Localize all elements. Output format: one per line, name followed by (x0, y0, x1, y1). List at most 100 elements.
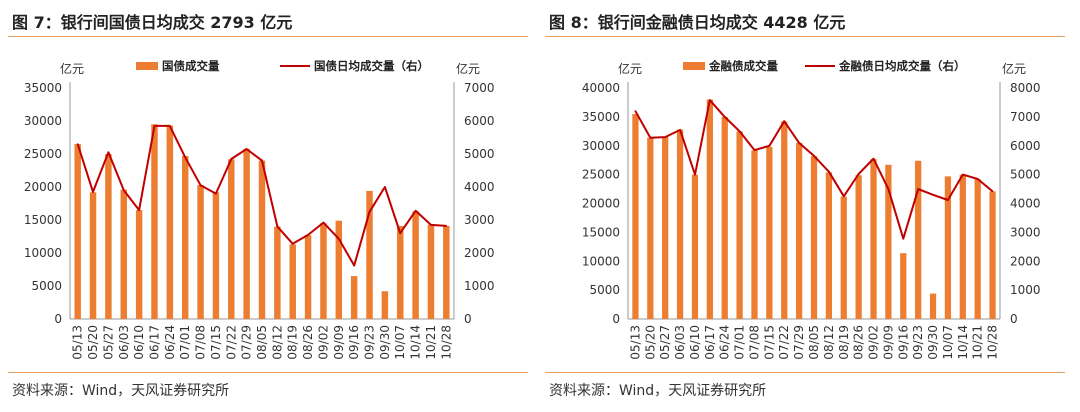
y-tick-right: 4000 (1010, 197, 1041, 211)
line-point (649, 136, 652, 139)
bar (810, 156, 818, 319)
x-tick-label: 06/03 (673, 325, 687, 360)
bar (855, 175, 862, 319)
line-point (199, 184, 202, 187)
bar (274, 226, 281, 319)
y-tick-left: 20000 (582, 197, 620, 211)
x-tick-label: 05/27 (658, 325, 672, 360)
legend: 国债成交量 国债日均成交量（右） (136, 59, 429, 73)
bar (662, 137, 669, 319)
source-note: 资料来源：Wind，天风证券研究所 (12, 383, 230, 399)
y-tick-left: 5000 (589, 283, 620, 297)
bar (366, 190, 373, 319)
x-tick-label: 10/14 (956, 325, 970, 360)
x-tick-label: 08/05 (807, 325, 821, 360)
y-tick-right: 7000 (464, 81, 495, 95)
bar (381, 291, 389, 319)
x-tick-label: 06/17 (703, 325, 717, 360)
y-tick-right: 2000 (464, 246, 495, 260)
line-point (122, 189, 125, 192)
bar (74, 144, 81, 319)
bar (751, 150, 758, 319)
line-point (245, 148, 248, 150)
bar (915, 160, 922, 319)
line-point (169, 125, 171, 127)
legend-label-bar: 金融债成交量 (708, 59, 778, 73)
line-point (92, 191, 94, 193)
right-axis-unit: 亿元 (1002, 61, 1026, 76)
bar (105, 154, 112, 319)
line-point (828, 170, 830, 173)
bar (989, 191, 996, 319)
x-tick-label: 08/05 (255, 325, 269, 360)
x-tick-label: 07/08 (194, 325, 208, 360)
x-tick-label: 07/01 (733, 325, 747, 360)
line-point (887, 188, 890, 190)
y-tick-right: 1000 (464, 279, 495, 293)
x-tick-label: 10/21 (971, 325, 985, 360)
line-point (991, 190, 994, 193)
x-tick-label: 09/23 (911, 325, 925, 360)
x-tick-label: 06/17 (147, 325, 161, 360)
right-axis-unit: 亿元 (456, 61, 480, 76)
bar (766, 146, 773, 319)
bar (647, 137, 654, 319)
bar (795, 142, 803, 319)
line-point (276, 225, 279, 228)
y-tick-right: 3000 (1010, 225, 1041, 239)
x-tick-label: 06/24 (718, 325, 732, 360)
bar (706, 99, 713, 319)
y-tick-left: 35000 (582, 110, 620, 124)
y-tick-left: 15000 (582, 225, 620, 239)
legend-label-line: 金融债日均成交量（右） (838, 59, 966, 73)
line-point (962, 173, 964, 176)
line-point (738, 130, 741, 133)
line-point (872, 157, 875, 160)
x-tick-label: 06/03 (117, 325, 131, 360)
line-point (138, 209, 140, 211)
line-point (338, 238, 340, 240)
y-tick-left: 0 (612, 312, 620, 326)
x-tick-label: 05/13 (628, 325, 642, 360)
line-point (76, 143, 79, 145)
y-tick-right: 3000 (464, 213, 495, 227)
x-tick-label: 08/26 (852, 325, 866, 360)
y-tick-left: 30000 (24, 114, 62, 128)
bar (676, 129, 684, 319)
x-tick-label: 09/02 (867, 325, 881, 360)
x-tick-label: 10/28 (986, 325, 1000, 360)
line-point (307, 234, 309, 236)
chart-title: 图 7：银行间国债日均成交 2793 亿元 (12, 13, 293, 32)
x-tick-label: 08/26 (301, 325, 315, 360)
x-tick-label: 09/16 (347, 325, 361, 360)
bar (412, 211, 419, 319)
bar (304, 235, 312, 319)
line-point (430, 224, 432, 226)
bar (885, 164, 892, 319)
x-tick-label: 07/29 (240, 325, 254, 360)
x-tick-label: 10/14 (409, 325, 423, 360)
x-tick-label: 06/10 (688, 325, 702, 360)
x-tick-label: 07/29 (792, 325, 806, 360)
line-point (813, 155, 815, 157)
y-tick-right: 8000 (1010, 81, 1041, 95)
y-tick-right: 5000 (1010, 168, 1041, 182)
x-tick-label: 10/07 (941, 325, 955, 360)
x-tick-label: 07/01 (178, 325, 192, 360)
x-tick-label: 06/10 (132, 325, 146, 360)
bar (427, 224, 435, 319)
x-tick-label: 05/27 (101, 325, 115, 360)
line-point (445, 225, 448, 227)
bar (89, 192, 97, 319)
line-point (902, 237, 905, 240)
x-tick-label: 09/16 (896, 325, 910, 360)
bar (781, 121, 788, 320)
bar (632, 113, 639, 319)
bar (929, 293, 937, 319)
bar (974, 179, 981, 319)
bar (212, 192, 220, 319)
bar (443, 225, 450, 319)
divider (545, 372, 1065, 373)
y-tick-left: 35000 (24, 81, 62, 95)
divider (545, 36, 1065, 37)
